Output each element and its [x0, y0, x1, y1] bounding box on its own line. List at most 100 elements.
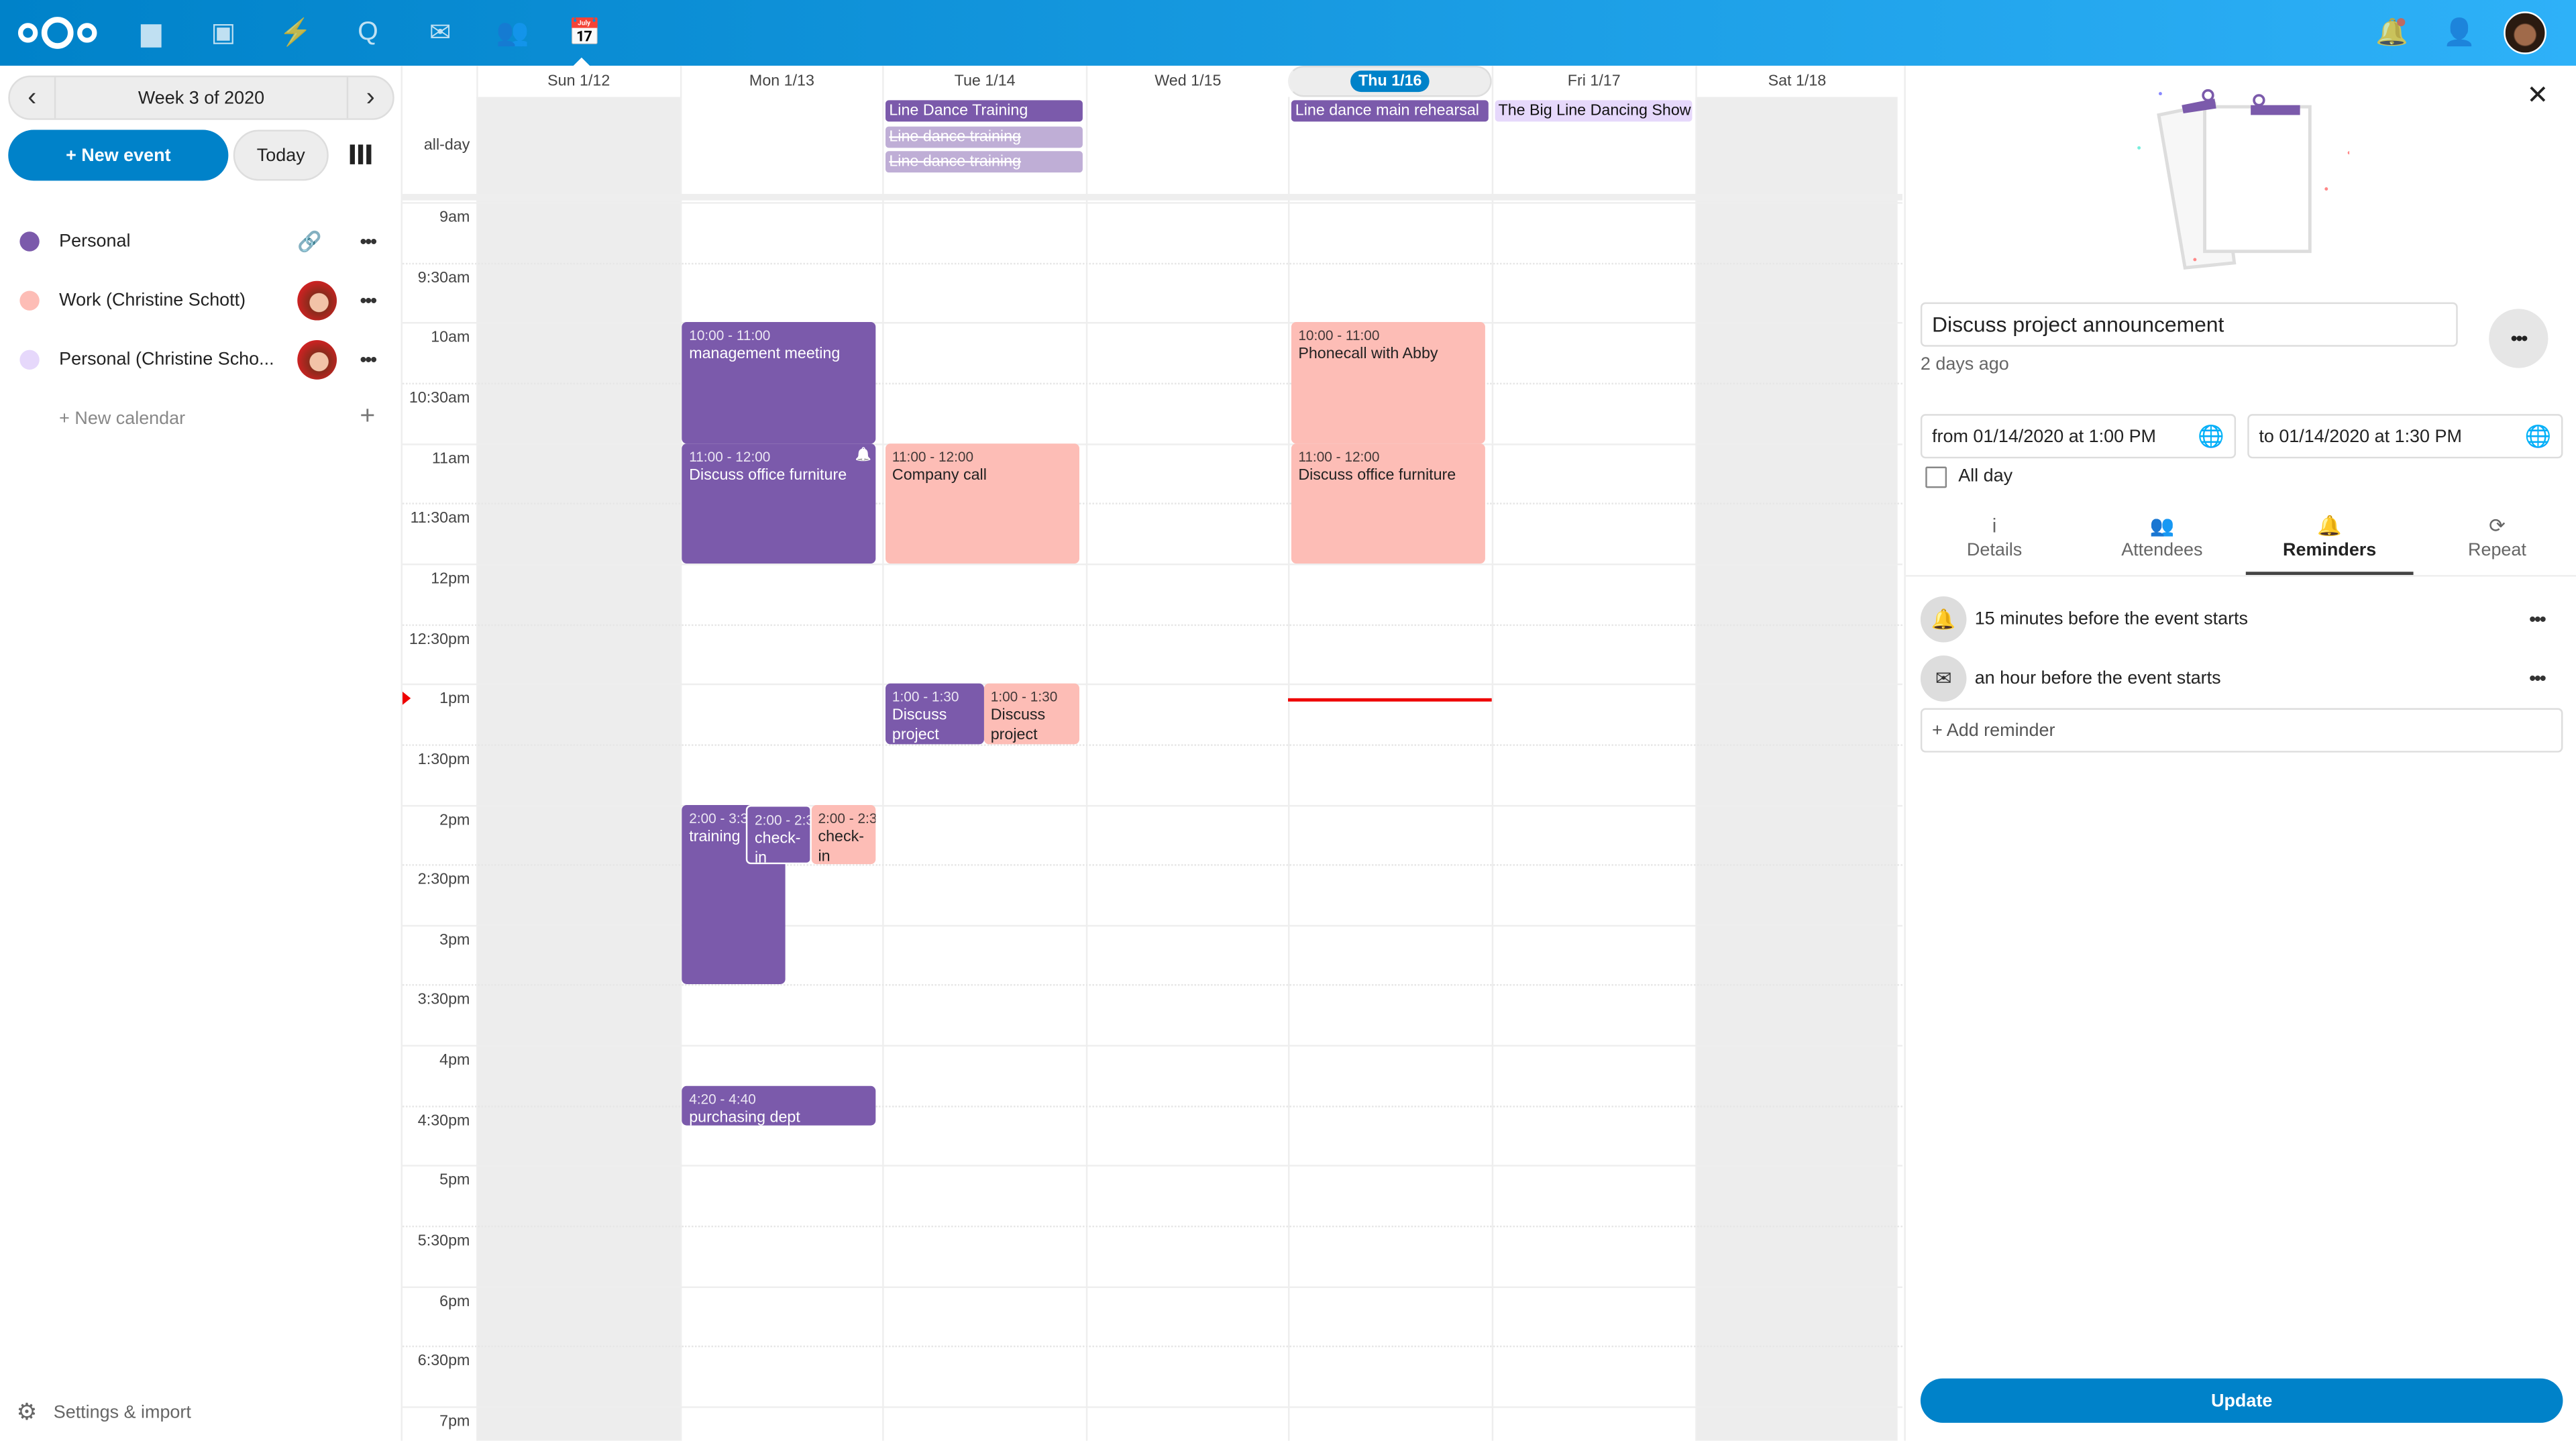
day-header[interactable]: Thu 1/16	[1288, 65, 1492, 97]
plus-icon[interactable]: +	[360, 403, 376, 431]
to-datetime-input[interactable]: to 01/14/2020 at 1:30 PM 🌐	[2247, 414, 2563, 459]
new-event-button[interactable]: + New event	[8, 129, 229, 181]
tab-details[interactable]: i Details	[1911, 513, 2078, 575]
contacts-icon[interactable]: 👥	[496, 19, 529, 48]
calendar-event[interactable]: 10:00 - 11:00 Phonecall with Abby	[1291, 322, 1486, 443]
calendar-event[interactable]: 11:00 - 12:00 Company call	[885, 443, 1080, 564]
calendar-color-dot[interactable]	[19, 231, 40, 252]
reminder-text: an hour before the event starts	[1974, 668, 2221, 689]
modified-time: 2 days ago	[1920, 354, 2009, 375]
calendar-event[interactable]: 4:20 - 4:40 purchasing dept	[682, 1085, 877, 1126]
reminder-more-icon[interactable]: •••	[2528, 608, 2546, 631]
all-day-divider	[402, 193, 1902, 201]
day-column[interactable]	[882, 97, 1086, 1441]
settings-button[interactable]: ⚙ Settings & import	[16, 1398, 191, 1426]
day-column[interactable]	[1085, 97, 1289, 1441]
calendar-item[interactable]: Personal 🔗 •••	[0, 212, 402, 271]
all-day-event[interactable]: Line dance training	[885, 151, 1083, 173]
hour-line	[402, 322, 1902, 325]
photos-icon[interactable]: ▣	[211, 19, 236, 48]
time-label: 9am	[439, 209, 470, 227]
time-label: 1:30pm	[417, 750, 470, 769]
view-switcher-icon[interactable]	[350, 144, 372, 164]
next-week-button[interactable]: ›	[366, 83, 375, 111]
add-reminder-input[interactable]: + Add reminder	[1920, 708, 2563, 753]
search-icon[interactable]: Q	[358, 17, 378, 46]
week-label[interactable]: Week 3 of 2020	[54, 77, 349, 119]
time-label: 4:30pm	[417, 1112, 470, 1130]
event-time: 11:00 - 12:00	[892, 447, 974, 465]
calendar-item[interactable]: Personal (Christine Scho... •••	[0, 330, 402, 389]
calendar-color-dot[interactable]	[19, 350, 40, 370]
calendar-item[interactable]: Work (Christine Schott) •••	[0, 271, 402, 330]
day-column[interactable]	[1491, 97, 1695, 1441]
all-day-event[interactable]: Line Dance Training	[885, 100, 1083, 122]
tab-reminders[interactable]: 🔔 Reminders	[2245, 513, 2414, 576]
day-header[interactable]: Tue 1/14	[882, 65, 1086, 97]
calendar-more-icon[interactable]: •••	[360, 229, 377, 254]
share-link-icon[interactable]: 🔗	[297, 229, 322, 254]
calendar-event[interactable]: 11:00 - 12:00 Discuss office furniture	[1291, 443, 1486, 564]
more-actions-button[interactable]: •••	[2489, 309, 2548, 368]
new-calendar-button[interactable]: + New calendar	[59, 409, 186, 429]
bell-icon: 🔔	[1920, 596, 1967, 643]
calendar-color-dot[interactable]	[19, 290, 40, 311]
nextcloud-logo[interactable]	[16, 13, 98, 53]
calendar-more-icon[interactable]: •••	[360, 348, 377, 372]
all-day-checkbox[interactable]	[1925, 466, 1947, 488]
tab-label: Repeat	[2468, 540, 2526, 561]
calendar-event[interactable]: 2:00 - 2:30check-in	[746, 804, 812, 865]
all-day-event[interactable]: Line dance training	[885, 125, 1083, 148]
calendar-icon[interactable]: 📅	[568, 19, 602, 48]
reminder-item[interactable]: ✉ an hour before the event starts •••	[1920, 655, 2565, 702]
day-header[interactable]: Fri 1/17	[1491, 65, 1695, 97]
today-button[interactable]: Today	[233, 129, 329, 181]
day-header[interactable]: Sun 1/12	[476, 65, 680, 97]
previous-week-button[interactable]: ‹	[28, 83, 37, 111]
calendar-event[interactable]: 2:00 - 2:30check-in	[811, 804, 877, 865]
time-label: 2pm	[439, 810, 470, 829]
event-title: purchasing dept	[689, 1108, 800, 1126]
tab-attendees[interactable]: 👥 Attendees	[2078, 513, 2246, 575]
reminder-more-icon[interactable]: •••	[2528, 667, 2546, 690]
event-title: Company call	[892, 466, 987, 484]
day-header[interactable]: Sat 1/18	[1695, 65, 1898, 97]
clipboard-illustration	[2137, 89, 2350, 270]
close-icon[interactable]: ✕	[2526, 82, 2549, 111]
all-day-event[interactable]: Line dance main rehearsal	[1291, 100, 1489, 122]
day-column[interactable]	[1695, 97, 1898, 1441]
timezone-globe-icon[interactable]: 🌐	[2198, 423, 2224, 448]
hour-line	[402, 684, 1902, 686]
files-icon[interactable]: ▆	[141, 19, 162, 48]
settings-label: Settings & import	[53, 1402, 191, 1422]
update-button[interactable]: Update	[1920, 1378, 2563, 1423]
day-column[interactable]	[476, 97, 680, 1441]
event-title: Discuss office furniture	[1298, 466, 1456, 484]
mail-icon[interactable]: ✉	[429, 19, 451, 48]
all-day-event[interactable]: The Big Line Dancing Show	[1495, 100, 1692, 122]
hour-line	[402, 1285, 1902, 1288]
notification-badge	[2397, 17, 2406, 27]
time-label: 3:30pm	[417, 991, 470, 1010]
from-datetime-input[interactable]: from 01/14/2020 at 1:00 PM 🌐	[1920, 414, 2237, 459]
calendar-event[interactable]: 10:00 - 11:00 management meeting	[682, 322, 877, 443]
calendar-event[interactable]: 1:00 - 1:30 Discuss project	[983, 684, 1080, 744]
day-column[interactable]	[1288, 97, 1492, 1441]
contacts-menu-icon[interactable]: 👤	[2443, 19, 2476, 48]
calendar-more-icon[interactable]: •••	[360, 289, 377, 313]
user-avatar[interactable]	[2504, 11, 2546, 54]
notifications-icon[interactable]: 🔔	[2375, 16, 2408, 49]
day-header[interactable]: Mon 1/13	[679, 65, 883, 97]
info-icon: i	[1992, 514, 1997, 537]
activity-icon[interactable]: ⚡	[279, 19, 313, 48]
day-column[interactable]	[679, 97, 883, 1441]
hour-line	[402, 262, 1902, 264]
timezone-globe-icon[interactable]: 🌐	[2524, 423, 2552, 448]
event-title-input[interactable]: Discuss project announcement	[1920, 302, 2458, 347]
day-header[interactable]: Wed 1/15	[1085, 65, 1289, 97]
calendar-event[interactable]: 11:00 - 12:00 Discuss office furniture 🔔	[682, 443, 877, 564]
reminder-item[interactable]: 🔔 15 minutes before the event starts •••	[1920, 596, 2565, 643]
tab-repeat[interactable]: ⟳ Repeat	[2414, 513, 2576, 575]
hour-line	[402, 985, 1902, 987]
